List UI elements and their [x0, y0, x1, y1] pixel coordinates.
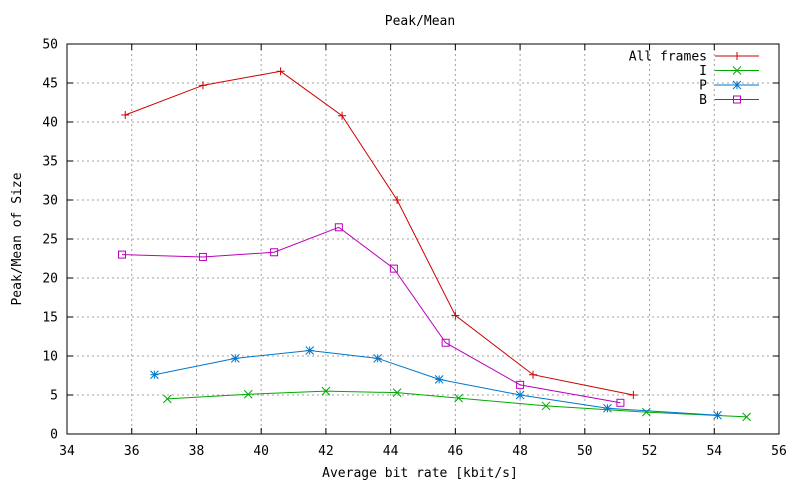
data-point — [270, 248, 279, 257]
data-point — [441, 338, 450, 347]
data-point — [389, 264, 398, 273]
x-tick-label: 56 — [771, 444, 787, 459]
data-point — [529, 370, 538, 379]
legend-label: I — [699, 64, 707, 79]
data-point — [616, 398, 625, 407]
y-tick-label: 45 — [42, 77, 58, 92]
x-tick-label: 52 — [642, 444, 658, 459]
data-point — [276, 67, 285, 76]
legend-marker — [733, 52, 741, 60]
data-point — [641, 407, 651, 417]
plot-series — [118, 67, 751, 422]
y-tick-label: 20 — [42, 272, 58, 287]
data-point — [541, 401, 551, 411]
data-point — [603, 403, 612, 413]
x-tick-label: 40 — [253, 444, 269, 459]
series-p — [150, 346, 722, 420]
series-line-all-frames — [125, 70, 634, 396]
y-tick-label: 15 — [42, 311, 58, 326]
data-point — [334, 223, 343, 232]
data-point — [393, 196, 402, 204]
x-tick-label: 46 — [448, 444, 464, 459]
y-tick-label: 10 — [42, 350, 58, 365]
y-tick-label: 30 — [42, 194, 58, 209]
x-tick-label: 44 — [383, 444, 399, 459]
data-point — [516, 380, 525, 389]
data-point — [373, 353, 383, 363]
legend-label: P — [699, 79, 707, 94]
y-tick-label: 35 — [42, 155, 58, 170]
chart-title: Peak/Mean — [385, 14, 455, 29]
y-tick-label: 0 — [50, 428, 58, 443]
data-point — [629, 391, 638, 399]
legend-marker — [732, 80, 742, 90]
data-point — [243, 389, 253, 399]
legend-label: B — [699, 93, 707, 108]
data-point — [198, 81, 207, 90]
data-point — [742, 412, 751, 422]
x-tick-label: 42 — [318, 444, 334, 459]
x-tick-label: 50 — [577, 444, 593, 459]
data-point — [230, 353, 240, 363]
grid-lines — [67, 44, 779, 434]
series-all-frames — [121, 67, 638, 399]
x-tick-label: 54 — [706, 444, 722, 459]
legend-marker — [733, 95, 741, 104]
x-tick-label: 36 — [124, 444, 140, 459]
data-point — [118, 250, 127, 259]
axis-ticks: 34 36 38 40 42 44 46 48 50 52 54 56 0 5 10 15 20 25 30 35 40… — [42, 38, 786, 460]
data-point — [392, 388, 402, 398]
data-point — [451, 311, 460, 320]
data-point — [713, 410, 722, 420]
data-point — [121, 110, 130, 119]
data-point — [434, 375, 444, 384]
data-point — [305, 346, 315, 355]
x-tick-label: 48 — [512, 444, 528, 459]
y-tick-label: 40 — [42, 116, 58, 131]
data-point — [198, 252, 207, 261]
legend-marker — [732, 66, 742, 75]
series-line-i — [167, 390, 747, 418]
data-point — [515, 390, 525, 400]
series-i — [162, 386, 751, 422]
x-tick-label: 34 — [59, 444, 75, 459]
data-point — [454, 393, 463, 403]
x-tick-label: 38 — [189, 444, 205, 459]
y-tick-label: 5 — [50, 389, 58, 404]
data-point — [162, 394, 172, 404]
y-axis-label: Peak/Mean of Size — [10, 172, 25, 305]
series-line-p — [154, 350, 718, 416]
data-point — [321, 386, 331, 396]
y-tick-label: 25 — [42, 233, 58, 248]
data-point — [338, 111, 347, 120]
data-point — [150, 370, 159, 380]
legend-label: All frames — [629, 50, 707, 65]
series-line-b — [122, 226, 621, 404]
y-tick-label: 50 — [42, 38, 58, 53]
series-b — [118, 223, 625, 407]
x-axis-label: Average bit rate [kbit/s] — [322, 466, 518, 480]
